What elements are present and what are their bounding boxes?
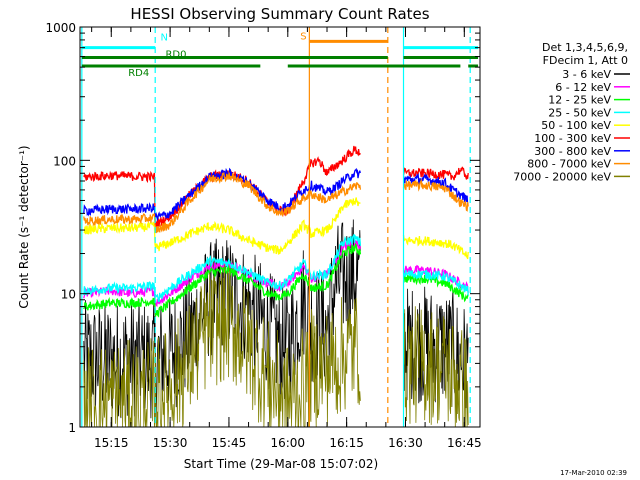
chart-title: HESSI Observing Summary Count Rates [130, 5, 429, 23]
series-line-50-100-kev [83, 197, 361, 255]
y-tick-label-1000: 1000 [45, 21, 76, 35]
series-line-7000-20000-kev [83, 264, 361, 428]
legend-header-line-2: FDecim 1, Att 0 [543, 54, 628, 67]
status-label-s: S [300, 31, 306, 42]
x-tick-label-15-45: 15:45 [212, 436, 247, 450]
legend-label-300-800-kev: 300 - 800 keV [534, 145, 611, 158]
legend-label-6-12-kev: 6 - 12 keV [555, 81, 611, 94]
y-tick-label-1: 1 [68, 421, 76, 435]
series-line-300-800-kev [83, 167, 362, 222]
series-line-25-50-kev [402, 269, 469, 296]
series-line-50-100-kev [402, 234, 469, 260]
series-line-7000-20000-kev [403, 306, 469, 428]
y-tick-label-10: 10 [61, 288, 76, 302]
x-tick-label-16-15: 16:15 [329, 436, 364, 450]
status-layer: N S RD0 RD4 [81, 31, 479, 79]
legend-label-3-6-kev: 3 - 6 keV [562, 68, 611, 81]
x-tick-label-16-45: 16:45 [447, 436, 482, 450]
y-ticks: 1 10 100 1000 [45, 21, 480, 435]
plot-frame [79, 26, 481, 428]
series-line-800-7000-kev [83, 171, 362, 234]
x-ticks: 15:15 15:30 15:45 16:00 16:15 16:30 16:45 [91, 27, 482, 450]
status-label-rd0: RD0 [165, 50, 186, 61]
x-tick-label-15-30: 15:30 [153, 436, 188, 450]
status-label-rd4: RD4 [128, 68, 149, 79]
x-tick-label-16-00: 16:00 [270, 436, 305, 450]
series-line-6-12-kev [83, 240, 362, 308]
status-label-n: N [160, 33, 167, 44]
y-axis-label: Count Rate (s⁻¹ detector⁻¹) [17, 145, 31, 308]
x-axis-label: Start Time (29-Mar-08 15:07:02) [184, 457, 378, 471]
marker-layer [81, 27, 471, 427]
legend-label-100-300-kev: 100 - 300 keV [534, 132, 611, 145]
series-line-25-50-kev [83, 234, 362, 303]
data-layer [83, 145, 469, 428]
legend-label-25-50-kev: 25 - 50 keV [548, 106, 611, 119]
series-line-800-7000-kev [402, 178, 469, 212]
legend-header-line-1: Det 1,3,4,5,6,9, [542, 41, 628, 54]
x-tick-label-15-15: 15:15 [94, 436, 129, 450]
footer-timestamp: 17-Mar-2010 02:39 [560, 469, 627, 477]
x-tick-label-16-30: 16:30 [388, 436, 423, 450]
legend-label-800-7000-kev: 800 - 7000 keV [527, 158, 611, 171]
series-line-12-25-kev [83, 242, 362, 318]
legend-label-50-100-kev: 50 - 100 keV [541, 119, 611, 132]
y-tick-label-100: 100 [53, 154, 76, 168]
legend-label-7000-20000-kev: 7000 - 20000 keV [513, 170, 611, 183]
legend-label-12-25-kev: 12 - 25 keV [548, 94, 611, 107]
series-line-100-300-kev [402, 166, 469, 181]
